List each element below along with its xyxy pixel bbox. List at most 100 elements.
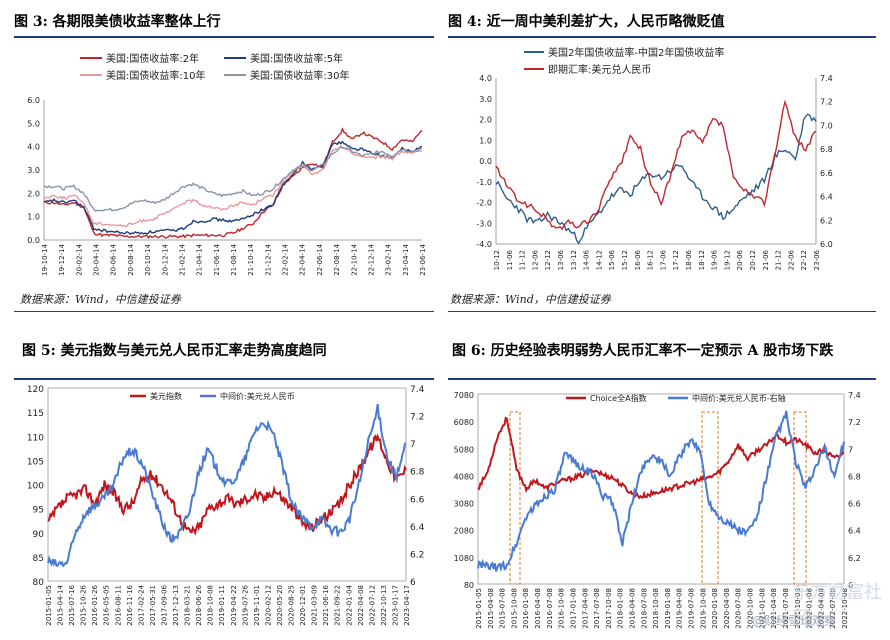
- chart3-x-tick-label: 20-02-14: [75, 243, 83, 275]
- chart6-x-tick-label: 2017-07-08: [593, 588, 601, 629]
- chart3-x-tick-label: 22-10-14: [350, 243, 358, 275]
- chart4-x-tick-label: 21-12: [775, 250, 783, 270]
- chart6-legend-label: 中间价:美元兑人民币-右轴: [692, 393, 786, 403]
- chart3-x-tick-label: 22-04-14: [299, 243, 307, 275]
- chart5-y2-tick-label: 7.4: [410, 385, 425, 395]
- chart3-x-tick-label: 21-02-14: [178, 243, 186, 275]
- chart5-legend-label: 中间价:美元兑人民币: [220, 391, 295, 401]
- chart5-x-tick-label: 2015-07-16: [68, 584, 76, 625]
- chart3-x-tick-label: 20-04-14: [93, 243, 101, 275]
- chart6-x-tick-label: 2016-10-08: [558, 588, 566, 629]
- chart4-series-line: [495, 113, 817, 245]
- chart5-series-line: [47, 433, 407, 536]
- chart4-x-tick-label: 19-12: [723, 250, 731, 270]
- chart3-x-tick-label: 21-12-14: [264, 243, 272, 275]
- chart6-y2-tick-label: 6.6: [848, 500, 861, 509]
- chart5-x-tick-label: 2015-04-14: [57, 584, 65, 625]
- chart6-x-tick-label: 2022-01-08: [806, 588, 814, 629]
- chart6-x-tick-label: 2020-10-08: [747, 588, 755, 629]
- chart4-x-tick-label: 16-06: [634, 249, 642, 270]
- chart5-x-tick-label: 2019-01-11: [218, 585, 226, 626]
- chart6-x-tick-label: 2021-04-08: [770, 588, 778, 629]
- chart6-y2-tick-label: 6.2: [848, 554, 861, 563]
- chart5-x-tick-label: 2018-10-08: [207, 585, 215, 626]
- chart5-x-tick-label: 2019-04-22: [230, 585, 238, 626]
- chart4-y-tick-label: -1.0: [476, 178, 492, 187]
- chart4-legend-label: 即期汇率:美元兑人民币: [548, 63, 651, 76]
- chart3-x-tick-label: 21-08-14: [230, 243, 238, 275]
- chart6-y-tick-label: 3080: [454, 500, 474, 509]
- chart5-x-tick-label: 2019-07-26: [241, 584, 249, 625]
- chart4-x-tick-label: 16-12: [647, 250, 655, 270]
- chart5-y-tick-label: 95: [33, 506, 44, 516]
- chart3-x-tick-label: 21-04-14: [196, 243, 204, 275]
- chart5-plot-frame: [47, 387, 407, 582]
- chart6-x-tick-label: 2022-07-08: [829, 588, 837, 629]
- chart5-y-tick-label: 100: [27, 482, 44, 492]
- chart5-y-tick-label: 120: [27, 385, 44, 395]
- chart6-x-tick-label: 2019-04-08: [676, 588, 684, 629]
- chart3-source: 数据来源：Wind，中信建投证券: [20, 293, 181, 306]
- chart6-x-tick-label: 2016-01-08: [522, 588, 530, 629]
- chart4-source-rule: [448, 311, 876, 312]
- chart3-x-tick-label: 21-10-14: [247, 243, 255, 275]
- chart4-y2-tick-label: 6.6: [820, 169, 833, 178]
- chart4-y2-tick-label: 7.0: [820, 121, 833, 130]
- chart3-x-tick-label: 20-12-14: [161, 243, 169, 275]
- chart6-y-tick-label: 7080: [454, 391, 474, 400]
- chart3-y-tick-label: 3.0: [27, 166, 40, 175]
- chart4-y2-tick-label: 6.8: [820, 145, 833, 154]
- chart6-x-tick-label: 2021-01-08: [758, 588, 766, 629]
- chart6-x-tick-label: 2020-04-08: [723, 588, 731, 629]
- chart3-x-tick-label: 22-12-14: [367, 243, 375, 275]
- chart4-y2-tick-label: 7.4: [820, 74, 833, 83]
- chart6-x-tick-label: 2019-01-08: [664, 588, 672, 629]
- chart4-title: 图 4: 近一周中美利差扩大，人民币略微贬值: [448, 14, 725, 30]
- chart6-highlight-window: [793, 411, 807, 585]
- chart3-y-tick-label: 6.0: [27, 96, 40, 105]
- chart6-y2-tick-label: 6.4: [848, 527, 861, 536]
- chart6-y2-tick-label: 7.4: [848, 391, 861, 400]
- chart3-title: 图 3: 各期限美债收益率整体上行: [14, 14, 221, 30]
- chart6-y2-tick-label: 7: [848, 445, 853, 454]
- chart5-y-tick-label: 115: [27, 409, 44, 419]
- chart4-y2-tick-label: 7.2: [820, 98, 833, 107]
- chart6-x-tick-label: 2018-10-08: [652, 588, 660, 629]
- chart3-series-line: [43, 140, 423, 236]
- chart5-y-tick-label: 80: [33, 578, 45, 588]
- chart5-title: 图 5: 美元指数与美元兑人民币汇率走势高度趋同: [22, 343, 327, 359]
- chart5-x-tick-label: 2017-09-06: [160, 584, 168, 625]
- chart4-y2-tick-label: 6.2: [820, 216, 833, 225]
- chart4-y-tick-label: 3.0: [479, 95, 492, 104]
- chart6-y-tick-label: 5080: [454, 445, 474, 454]
- chart5-y2-tick-label: 7.2: [410, 413, 424, 423]
- chart4-x-tick-label: 17-12: [672, 250, 680, 270]
- chart5-x-tick-label: 2016-08-11: [114, 585, 122, 626]
- chart6-x-tick-label: 2015-07-08: [499, 588, 507, 629]
- chart6-x-tick-label: 2016-07-08: [546, 588, 554, 629]
- chart6-x-tick-label: 2017-01-08: [569, 588, 577, 629]
- chart3-y-tick-label: 1.0: [27, 213, 40, 222]
- chart4-x-tick-label: 13-12: [570, 250, 578, 270]
- chart5-x-tick-label: 2022-10-13: [380, 585, 388, 626]
- chart6-series-line: [477, 410, 845, 573]
- chart4-x-tick-label: 23-06: [813, 249, 821, 270]
- chart5-y2-tick-label: 7: [410, 440, 416, 450]
- chart3-legend-label: 美国:国债收益率:30年: [250, 69, 349, 82]
- chart6-x-tick-label: 2016-04-08: [534, 588, 542, 629]
- chart3-legend-label: 美国:国债收益率:5年: [250, 52, 343, 65]
- chart4-y2-tick-label: 6.0: [820, 240, 833, 249]
- chart4-x-tick-label: 18-06: [685, 249, 693, 270]
- chart6-x-tick-label: 2021-07-08: [782, 588, 790, 629]
- chart6-y-tick-label: 4080: [454, 472, 474, 481]
- chart3-x-tick-label: 20-10-14: [144, 243, 152, 275]
- chart6-highlight-window: [509, 411, 521, 585]
- chart6-x-tick-label: 2015-10-08: [510, 588, 518, 629]
- chart4-y2-tick-label: 6.4: [820, 193, 833, 202]
- chart4-y-tick-label: 0.0: [479, 157, 492, 166]
- chart5-x-tick-label: 2020-08-25: [288, 585, 296, 626]
- chart3-x-tick-label: 20-08-14: [127, 243, 135, 275]
- chart3-x-tick-label: 22-06-14: [316, 243, 324, 275]
- chart5-x-tick-label: 2020-05-20: [276, 585, 284, 626]
